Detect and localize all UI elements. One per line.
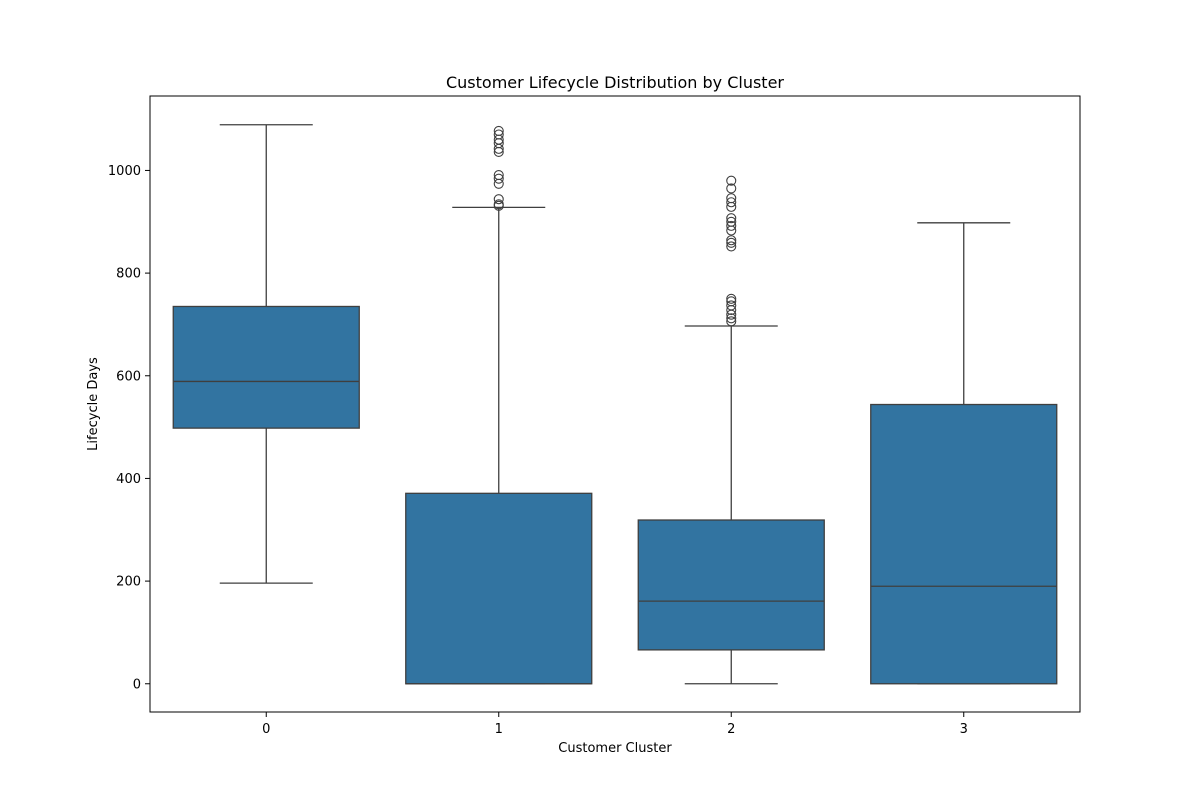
- outlier-point: [726, 175, 737, 186]
- outlier-point: [726, 216, 737, 227]
- x-tick-label: 3: [960, 722, 968, 737]
- outlier-point: [726, 193, 737, 204]
- iqr-box: [870, 403, 1058, 685]
- outlier-point: [726, 220, 737, 231]
- outlier-point: [493, 129, 504, 140]
- y-tick-label: 1000: [108, 164, 141, 179]
- outlier-point: [726, 237, 737, 248]
- y-axis-label: Lifecycle Days: [86, 357, 101, 451]
- x-tick-label: 0: [262, 722, 270, 737]
- outlier-point: [726, 241, 737, 252]
- y-tick-label: 0: [133, 677, 141, 692]
- outlier-point: [726, 300, 737, 311]
- outlier-point: [493, 194, 504, 205]
- outlier-point: [726, 296, 737, 307]
- y-tick-label: 200: [116, 575, 141, 590]
- box-group-cluster-2: [637, 175, 825, 685]
- outlier-point: [726, 313, 737, 324]
- plot-frame: [149, 95, 1081, 713]
- outlier-point: [726, 316, 737, 327]
- box-group-cluster-1: [405, 125, 593, 685]
- outlier-point: [726, 293, 737, 304]
- box-group-cluster-0: [172, 124, 360, 584]
- x-tick-label: 2: [727, 722, 735, 737]
- iqr-box: [172, 305, 360, 429]
- outlier-point: [493, 125, 504, 136]
- chart-title: Customer Lifecycle Distribution by Clust…: [446, 73, 784, 92]
- iqr-box: [405, 492, 593, 685]
- y-tick-label: 800: [116, 267, 141, 282]
- y-tick-label: 600: [116, 369, 141, 384]
- plot-area: 0 200 400 600 800 1000 0 1 2 3: [108, 95, 1081, 737]
- outlier-point: [726, 197, 737, 208]
- outlier-point: [726, 213, 737, 224]
- x-axis-label: Customer Cluster: [558, 741, 672, 756]
- outlier-point: [726, 235, 737, 246]
- outlier-point: [493, 199, 504, 210]
- y-tick-label: 400: [116, 472, 141, 487]
- outlier-point: [726, 183, 737, 194]
- box-group-cluster-3: [870, 222, 1058, 685]
- outlier-point: [493, 170, 504, 181]
- iqr-box: [637, 519, 825, 651]
- outlier-point: [493, 173, 504, 184]
- x-tick-label: 1: [495, 722, 503, 737]
